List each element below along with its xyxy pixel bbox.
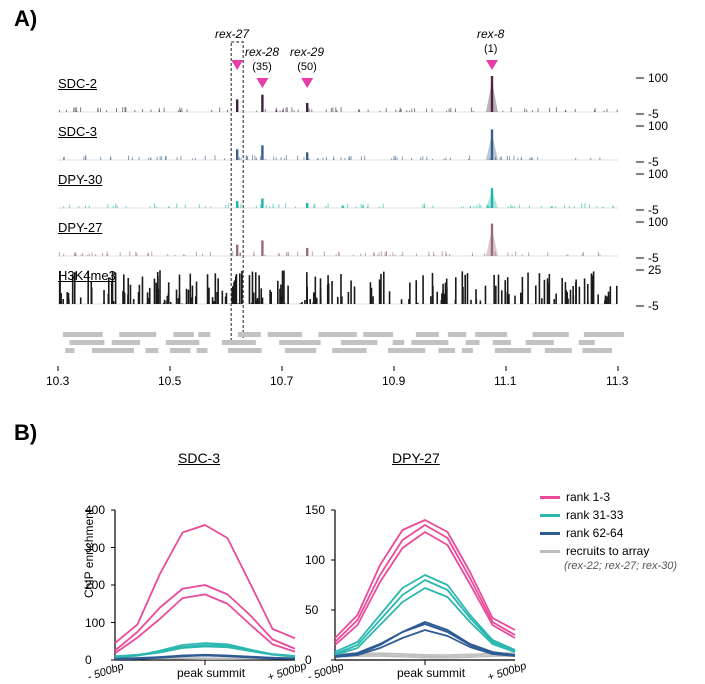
x-tick: 10.9: [382, 374, 405, 388]
track-label: DPY-30: [58, 172, 102, 187]
y-tick: 300: [85, 541, 105, 555]
x-tick: peak summit: [177, 666, 245, 680]
y-tick: 100: [85, 616, 105, 630]
panel-a-tracks: [0, 0, 705, 400]
x-tick: 10.7: [270, 374, 293, 388]
track-label: SDC-3: [58, 124, 97, 139]
y-tick: 50: [305, 603, 318, 617]
x-tick: peak summit: [397, 666, 465, 680]
y-tick: -5: [648, 299, 659, 313]
y-tick: 100: [648, 167, 668, 181]
x-tick: 10.5: [158, 374, 181, 388]
y-tick: 150: [305, 503, 325, 517]
y-tick: 100: [305, 553, 325, 567]
legend-recruits: recruits to array: [540, 544, 649, 558]
track-label: SDC-2: [58, 76, 97, 91]
y-tick: 400: [85, 503, 105, 517]
y-tick: 0: [305, 653, 312, 667]
legend-rank-1-3: rank 1-3: [540, 490, 610, 504]
track-label: H3K4me3: [58, 268, 116, 283]
track-label: DPY-27: [58, 220, 102, 235]
legend-swatch: [540, 532, 560, 535]
legend-swatch: [540, 514, 560, 517]
x-tick: 11.1: [494, 374, 516, 388]
x-tick: 11.3: [606, 374, 628, 388]
y-tick: 200: [85, 578, 105, 592]
legend-swatch: [540, 550, 560, 553]
legend-swatch: [540, 496, 560, 499]
y-tick: 100: [648, 215, 668, 229]
y-tick: 0: [85, 653, 92, 667]
legend-rank-62-64: rank 62-64: [540, 526, 623, 540]
legend-rank-31-33: rank 31-33: [540, 508, 623, 522]
y-tick: 25: [648, 263, 661, 277]
y-tick: 100: [648, 119, 668, 133]
y-tick: 100: [648, 71, 668, 85]
legend-recruits-sub: (rex-22; rex-27; rex-30): [564, 560, 677, 572]
x-tick: 10.3: [46, 374, 69, 388]
